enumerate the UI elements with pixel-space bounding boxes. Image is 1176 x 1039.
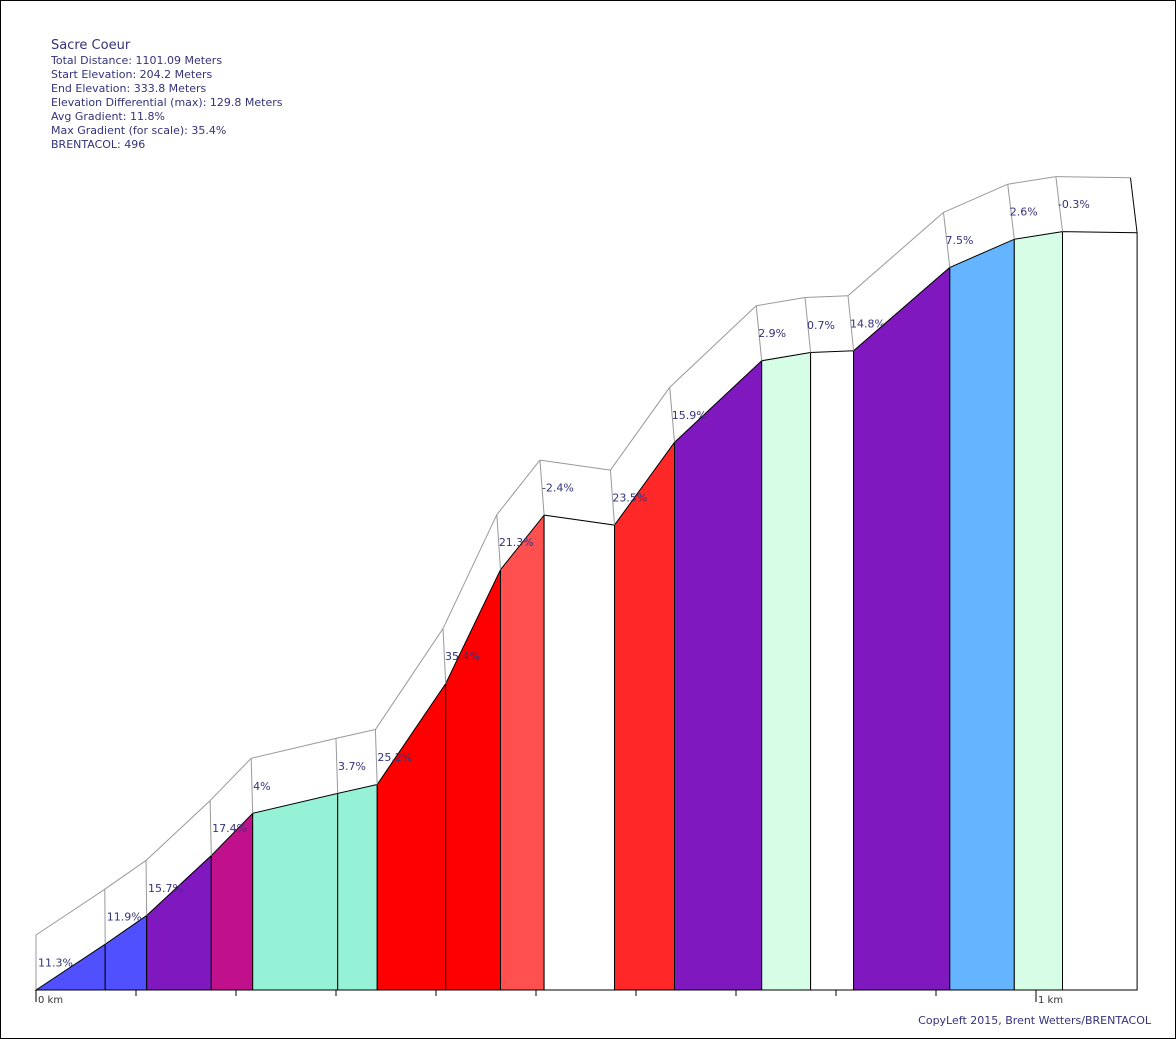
x-tick-label: 0 km bbox=[38, 995, 63, 1006]
gradient-band-edge bbox=[539, 460, 545, 516]
gradient-label: 2.6% bbox=[1010, 206, 1038, 219]
gradient-label: 23.5% bbox=[612, 492, 647, 505]
gradient-band-top bbox=[756, 297, 806, 307]
end-elevation: End Elevation: 333.8 Meters bbox=[51, 82, 207, 95]
total-distance: Total Distance: 1101.09 Meters bbox=[51, 54, 223, 67]
gradient-band-edge bbox=[942, 212, 951, 268]
elevation-segment bbox=[543, 514, 615, 991]
brentacol-score: BRENTACOL: 496 bbox=[51, 138, 146, 151]
gradient-band-top bbox=[1055, 176, 1131, 179]
x-tick-label: 1 km bbox=[1038, 995, 1063, 1006]
gradient-label: 11.9% bbox=[107, 911, 142, 924]
elevation-segment bbox=[500, 513, 545, 991]
gradient-band-top bbox=[539, 459, 611, 471]
gradient-band-top bbox=[335, 729, 376, 739]
gradient-band-edge bbox=[1007, 184, 1015, 240]
gradient-label: 14.8% bbox=[850, 317, 885, 330]
gradient-label: 3.7% bbox=[338, 760, 366, 773]
gradient-band-top bbox=[805, 295, 849, 299]
gradient-band-edge bbox=[1055, 176, 1063, 232]
gradient-label: 21.3% bbox=[499, 536, 534, 549]
elevation-segment bbox=[252, 792, 339, 991]
start-elevation: Start Elevation: 204.2 Meters bbox=[51, 68, 213, 81]
route-info-panel: Sacre Coeur Total Distance: 1101.09 Mete… bbox=[51, 38, 282, 152]
gradient-label: 2.9% bbox=[758, 327, 786, 340]
gradient-label: 15.9% bbox=[672, 409, 707, 422]
gradient-band-top bbox=[104, 860, 147, 890]
gradient-band-top bbox=[209, 757, 252, 801]
elevation-segment bbox=[674, 359, 763, 991]
gradient-band-edge bbox=[496, 514, 501, 570]
elevation-segment bbox=[1062, 231, 1138, 991]
gradient-band-top bbox=[1007, 176, 1056, 185]
copyright-notice: CopyLeft 2015, Brent Wetters/BRENTACOL bbox=[918, 1014, 1151, 1027]
avg-gradient: Avg Gradient: 11.8% bbox=[51, 110, 165, 123]
elevation-segment bbox=[1013, 231, 1063, 991]
max-gradient: Max Gradient (for scale): 35.4% bbox=[51, 124, 227, 137]
gradient-band-edge bbox=[804, 297, 812, 353]
elevation-segment bbox=[376, 681, 447, 991]
gradient-label: -2.4% bbox=[542, 482, 574, 495]
elevation-segment bbox=[210, 812, 254, 991]
gradient-band-top bbox=[669, 305, 757, 388]
gradient-label: 0.7% bbox=[807, 319, 835, 332]
gradient-label: 7.5% bbox=[945, 234, 973, 247]
gradient-band-edge bbox=[609, 470, 615, 526]
gradient-label: 15.7% bbox=[148, 882, 183, 895]
gradient-band-top bbox=[442, 514, 498, 629]
gradient-band-top bbox=[943, 183, 1008, 213]
gradient-label: 25.2% bbox=[377, 751, 412, 764]
elevation-segment bbox=[614, 440, 675, 991]
route-title: Sacre Coeur bbox=[51, 38, 131, 53]
gradient-band-edge bbox=[442, 628, 447, 684]
elevation-segment bbox=[949, 238, 1015, 991]
elevation-differential: Elevation Differential (max): 129.8 Mete… bbox=[51, 96, 283, 109]
elevation-segment bbox=[146, 854, 212, 991]
elevation-segment bbox=[810, 350, 855, 991]
gradient-band-edge bbox=[847, 295, 855, 351]
gradient-band-edge bbox=[145, 860, 148, 916]
gradient-band-top bbox=[35, 888, 106, 936]
gradient-band-edge bbox=[755, 305, 763, 361]
gradient-band-top bbox=[374, 628, 444, 730]
gradient-band-top bbox=[610, 387, 671, 471]
gradient-band-edge bbox=[669, 387, 675, 443]
elevation-segment bbox=[337, 783, 378, 991]
gradient-label: -0.3% bbox=[1058, 198, 1090, 211]
gradient-label: 11.3% bbox=[38, 957, 73, 970]
elevation-segment bbox=[445, 569, 501, 991]
gradient-band-top bbox=[145, 800, 211, 861]
gradient-band-edge bbox=[374, 729, 378, 785]
elevation-segment bbox=[853, 266, 951, 991]
gradient-band-edge bbox=[209, 800, 212, 856]
gradient-band-edge bbox=[335, 738, 339, 794]
elevation-segment bbox=[104, 914, 148, 991]
gradient-band-edge bbox=[250, 758, 254, 814]
gradient-band-top bbox=[496, 459, 541, 516]
gradient-label: 35.4% bbox=[445, 650, 480, 663]
gradient-band-top bbox=[847, 212, 944, 297]
gradient-band-edge bbox=[1129, 177, 1138, 233]
gradient-band-top bbox=[251, 737, 337, 759]
elevation-segment bbox=[761, 351, 812, 991]
gradient-label: 4% bbox=[253, 780, 270, 793]
gradient-label: 17.4% bbox=[212, 822, 247, 835]
